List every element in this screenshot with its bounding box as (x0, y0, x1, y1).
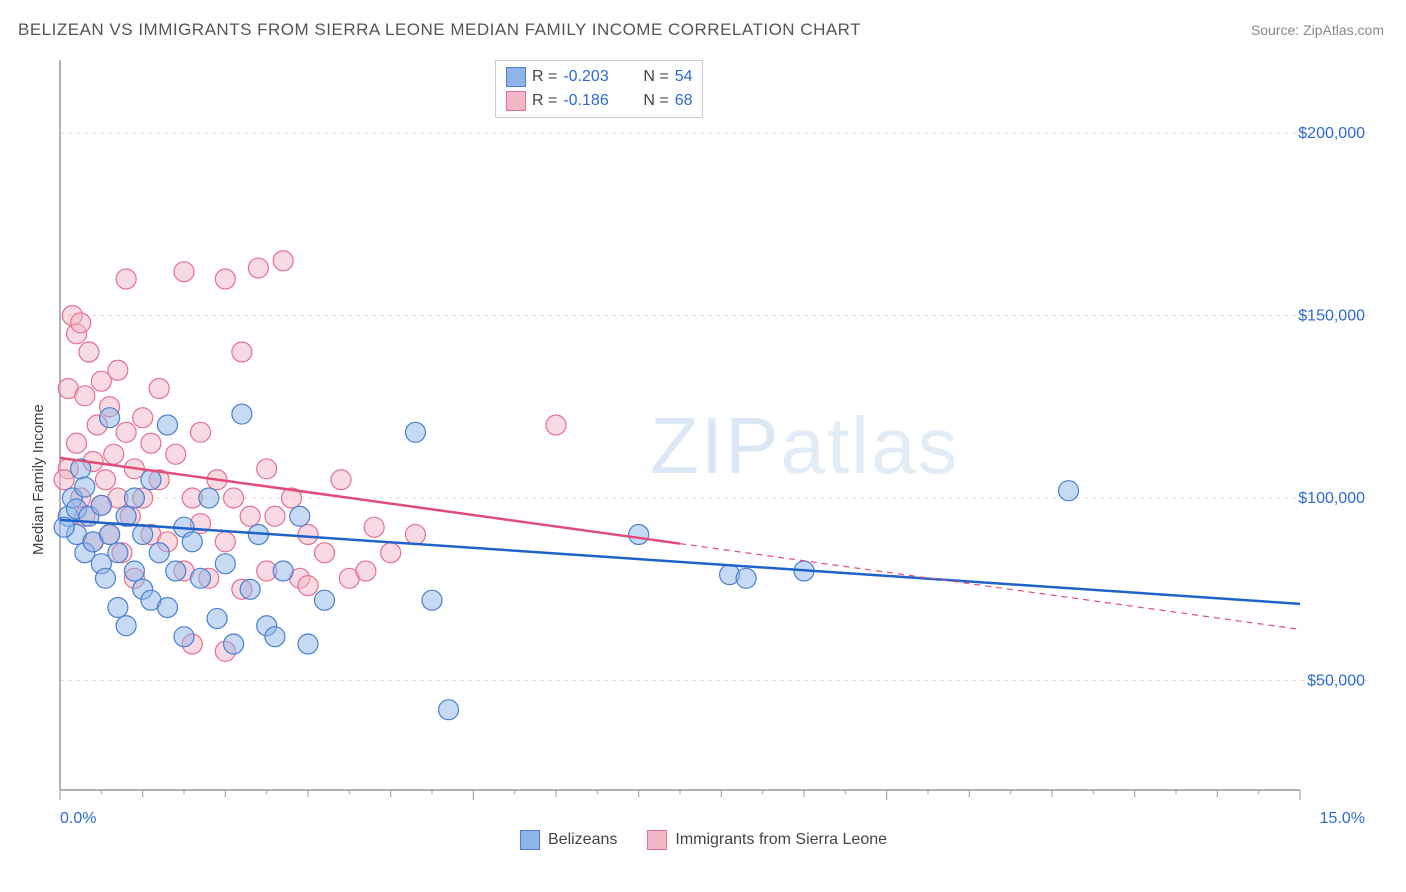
y-axis-label: Median Family Income (30, 404, 47, 555)
scatter-plot: $50,000 $100,000 $150,000 $200,000 0.0% 15.0% (50, 55, 1370, 825)
legend-item-sierra-leone: Immigrants from Sierra Leone (647, 830, 887, 850)
chart-title: BELIZEAN VS IMMIGRANTS FROM SIERRA LEONE… (18, 20, 861, 40)
svg-text:$150,000: $150,000 (1298, 308, 1365, 325)
chart-area: Median Family Income $50,000$100,000$150… (50, 55, 1370, 825)
series-legend: Belizeans Immigrants from Sierra Leone (520, 830, 887, 850)
correlation-legend: R = -0.203N = 54 R = -0.186N = 68 (495, 60, 703, 118)
legend-label: Immigrants from Sierra Leone (675, 831, 887, 849)
svg-text:$50,000: $50,000 (1307, 673, 1365, 690)
swatch-icon (647, 830, 667, 850)
svg-text:$100,000: $100,000 (1298, 490, 1365, 507)
legend-item-belizeans: Belizeans (520, 830, 617, 850)
svg-text:0.0%: 0.0% (60, 810, 96, 825)
svg-text:$200,000: $200,000 (1298, 125, 1365, 142)
swatch-icon (520, 830, 540, 850)
source-label: Source: ZipAtlas.com (1251, 22, 1384, 38)
svg-text:15.0%: 15.0% (1320, 810, 1365, 825)
legend-label: Belizeans (548, 831, 617, 849)
